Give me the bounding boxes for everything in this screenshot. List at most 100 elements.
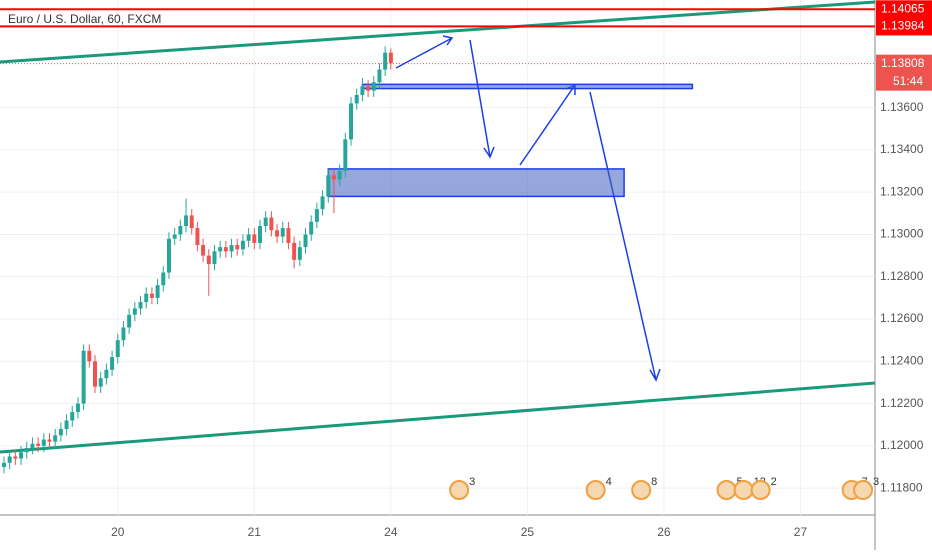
candle-body xyxy=(24,447,29,453)
candle-body xyxy=(371,82,376,91)
candle-body xyxy=(64,420,69,429)
event-icon xyxy=(853,480,874,500)
candle-body xyxy=(240,240,245,250)
candle-body xyxy=(292,242,297,260)
y-tick-label: 1.13200 xyxy=(880,184,924,198)
candle-body xyxy=(343,139,348,172)
event-count: 4 xyxy=(606,476,612,488)
candle-body xyxy=(189,215,194,229)
y-tick-label: 1.12400 xyxy=(880,353,924,367)
y-tick-label: 1.12200 xyxy=(880,396,924,410)
candle-body xyxy=(235,245,240,250)
candle-body xyxy=(383,52,388,70)
candle-body xyxy=(218,247,223,252)
candle-body xyxy=(47,439,52,442)
candle-body xyxy=(70,412,75,421)
candle-body xyxy=(280,228,285,237)
candle-body xyxy=(166,238,171,273)
candle-body xyxy=(223,247,228,252)
event-count: 8 xyxy=(651,476,657,488)
candle-body xyxy=(303,234,308,248)
candle-body xyxy=(41,439,46,446)
candle-body xyxy=(93,361,98,387)
candle-body xyxy=(1,462,6,468)
trendline xyxy=(0,0,876,64)
event-icon xyxy=(449,480,470,500)
candle-body xyxy=(258,225,262,243)
x-tick-label: 24 xyxy=(384,525,398,539)
y-tick-label: 1.11800 xyxy=(880,480,923,494)
candle-body xyxy=(252,234,257,243)
candle-body xyxy=(75,403,80,413)
y-tick-label: 1.13000 xyxy=(880,227,924,241)
x-tick-label: 26 xyxy=(657,525,671,539)
y-tick-label: 1.13600 xyxy=(880,100,924,114)
price-axis-bg xyxy=(875,0,932,550)
zone xyxy=(327,168,625,198)
candle-body xyxy=(360,86,365,95)
candle-body xyxy=(326,175,331,197)
event-icon xyxy=(631,480,652,500)
x-tick-label: 20 xyxy=(111,525,125,539)
event-count: 3 xyxy=(469,476,475,488)
candle-body xyxy=(206,255,211,265)
candle-body xyxy=(320,196,325,210)
candle-body xyxy=(13,456,18,459)
candle-body xyxy=(366,86,371,91)
candle-body xyxy=(178,225,183,235)
candle-body xyxy=(172,234,177,239)
y-tick-label: 1.12000 xyxy=(880,438,924,452)
candle-body xyxy=(349,103,354,140)
candle-body xyxy=(149,293,154,298)
candle-body xyxy=(132,308,137,315)
zone xyxy=(361,83,694,90)
candle-body xyxy=(337,171,342,180)
last-price-label: 1.13808 xyxy=(881,56,925,70)
candle-body xyxy=(229,245,234,252)
event-icon xyxy=(716,480,737,500)
candle-body xyxy=(53,435,58,442)
candle-body xyxy=(121,327,126,341)
y-tick-label: 1.13400 xyxy=(880,142,924,156)
candle-body xyxy=(36,443,41,446)
level-tag xyxy=(876,0,932,19)
candle-body xyxy=(212,251,217,265)
candle-body xyxy=(269,217,274,231)
candle-body xyxy=(7,456,12,463)
candle-body xyxy=(127,314,132,328)
candle-body xyxy=(184,215,189,226)
candle-body xyxy=(246,234,251,241)
y-tick-label: 1.12600 xyxy=(880,311,924,325)
event-icon xyxy=(750,480,771,500)
candle-body xyxy=(377,69,382,83)
candle-body xyxy=(58,428,63,436)
candle-body xyxy=(263,217,268,226)
candle-body xyxy=(81,350,86,404)
price-tag xyxy=(876,54,932,91)
candle-body xyxy=(115,340,120,358)
event-count: 2 xyxy=(771,476,777,488)
candle-body xyxy=(195,228,200,246)
candle-body xyxy=(286,228,291,243)
event-icon xyxy=(585,480,606,500)
countdown: 51:44 xyxy=(893,74,923,88)
x-tick-label: 27 xyxy=(794,525,808,539)
candle-body xyxy=(155,285,160,298)
candle-body xyxy=(201,245,206,256)
candle-body xyxy=(331,175,336,180)
x-tick-label: 21 xyxy=(248,525,262,539)
event-count: 3 xyxy=(873,476,879,488)
x-tick-label: 25 xyxy=(521,525,535,539)
candle-body xyxy=(309,221,314,235)
level-label: 1.13984 xyxy=(881,19,925,33)
chart-title: Euro / U.S. Dollar, 60, FXCM xyxy=(8,12,161,26)
candle-body xyxy=(354,94,359,104)
candle-body xyxy=(161,272,166,286)
level-label: 1.14065 xyxy=(881,1,925,15)
candle-body xyxy=(388,52,393,64)
event-icon xyxy=(733,480,754,500)
candle-body xyxy=(144,293,149,303)
plot xyxy=(0,0,875,515)
candle-body xyxy=(104,369,109,379)
candle-body xyxy=(98,378,103,387)
